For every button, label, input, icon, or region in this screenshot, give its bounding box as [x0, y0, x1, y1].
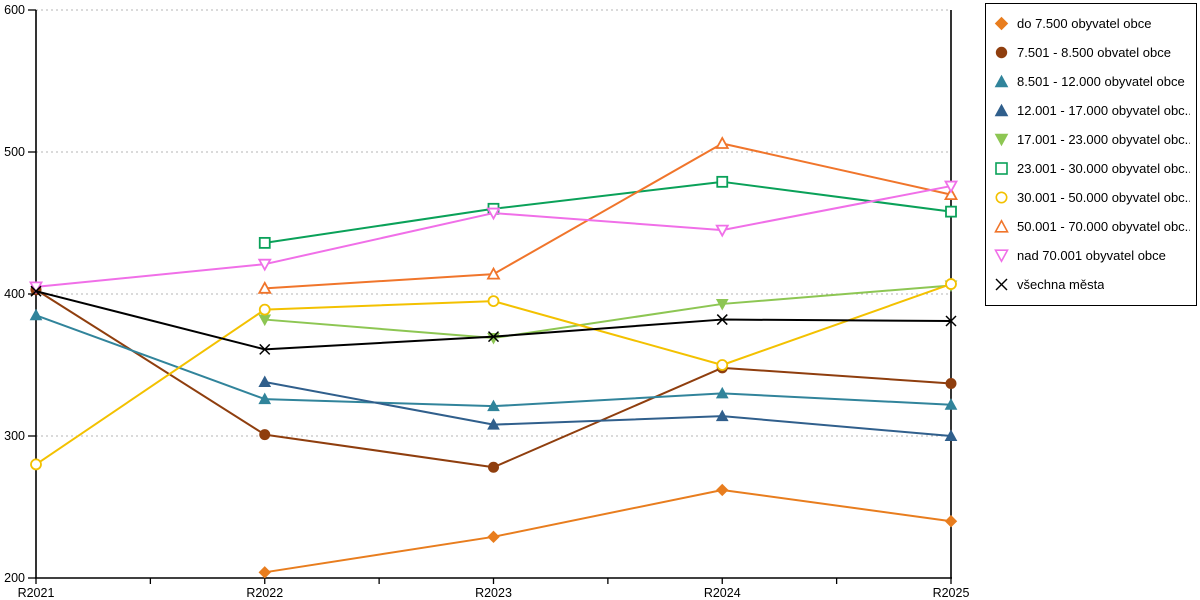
- data-point-30001-50000-R2021: [30, 458, 42, 471]
- data-point-do-7500-R2024: [716, 483, 729, 497]
- series-line-7501-8500: [35, 288, 952, 469]
- data-point-17001-23000-R2024: [715, 298, 729, 311]
- y-tick-label-400: 400: [4, 287, 25, 301]
- legend-item-23001-30000[interactable]: 23.001 - 30.000 obyvatel obc...: [994, 154, 1190, 183]
- do-7500-marker-icon: [994, 16, 1009, 31]
- data-point-do-7500-R2023: [487, 530, 500, 544]
- data-point-do-7500-R2025: [944, 514, 958, 528]
- data-point-8501-12000-R2023: [487, 399, 500, 412]
- data-point-23001-30000-R2022: [258, 236, 271, 249]
- data-point-50001-70000-R2022: [257, 280, 272, 294]
- x-tick-label-R2023: R2023: [475, 586, 512, 600]
- vsechna-mesta-marker-icon: [995, 278, 1008, 291]
- series-line-do-7500: [263, 488, 952, 574]
- data-point-12001-17000-R2022: [258, 375, 272, 388]
- 8501-12000-marker-icon: [994, 74, 1009, 88]
- data-point-vsechna-mesta-R2025: [945, 315, 957, 327]
- series-line-50001-70000: [263, 142, 952, 290]
- data-point-23001-30000-R2024: [716, 175, 729, 188]
- data-point-do-7500-R2022: [258, 566, 271, 579]
- y-tick-label-300: 300: [4, 429, 25, 443]
- 12001-17000-marker-icon: [994, 103, 1009, 117]
- legend-item-label: 7.501 - 8.500 obvatel obce: [1017, 45, 1171, 60]
- legend-item-label: 30.001 - 50.000 obyvatel obc...: [1017, 190, 1190, 205]
- 17001-23000-marker-icon: [994, 133, 1009, 147]
- data-point-nad-70001-R2023: [486, 207, 501, 221]
- data-point-8501-12000-R2025: [944, 398, 958, 410]
- data-point-12001-17000-R2025: [944, 429, 958, 441]
- 23001-30000-marker-icon: [995, 162, 1008, 175]
- data-point-7501-8500-R2022: [259, 429, 271, 441]
- data-point-30001-50000-R2025: [945, 278, 957, 290]
- legend-item-label: do 7.500 obyvatel obce: [1017, 16, 1152, 31]
- legend-item-do-7500[interactable]: do 7.500 obyvatel obce: [994, 9, 1190, 38]
- data-point-12001-17000-R2023: [487, 418, 500, 430]
- series-line-12001-17000: [263, 381, 952, 437]
- nad-70001-marker-icon: [994, 249, 1009, 263]
- x-tick-label-R2022: R2022: [246, 586, 283, 600]
- data-point-7501-8500-R2025: [945, 377, 957, 389]
- data-point-vsechna-mesta-R2024: [716, 314, 728, 326]
- legend-item-label: 8.501 - 12.000 obyvatel obce: [1017, 74, 1185, 89]
- legend-item-8501-12000[interactable]: 8.501 - 12.000 obyvatel obce: [994, 67, 1190, 96]
- data-point-vsechna-mesta-R2021: [30, 285, 42, 297]
- series-line-8501-12000: [35, 314, 952, 408]
- data-point-50001-70000-R2025: [943, 187, 959, 201]
- data-point-30001-50000-R2023: [487, 295, 500, 308]
- legend-item-vsechna-mesta[interactable]: všechna města: [994, 270, 1190, 299]
- legend-item-nad-70001[interactable]: nad 70.001 obyvatel obce: [994, 241, 1190, 270]
- data-point-50001-70000-R2024: [715, 136, 730, 149]
- data-point-12001-17000-R2024: [715, 409, 729, 422]
- x-tick-label-R2025: R2025: [933, 586, 970, 600]
- data-point-8501-12000-R2021: [29, 308, 43, 321]
- legend-item-30001-50000[interactable]: 30.001 - 50.000 obyvatel obc...: [994, 183, 1190, 212]
- 7501-8500-marker-icon: [995, 46, 1008, 59]
- legend-item-label: 50.001 - 70.000 obyvatel obc...: [1017, 219, 1190, 234]
- data-point-50001-70000-R2023: [486, 266, 501, 280]
- data-point-nad-70001-R2024: [715, 224, 730, 238]
- legend-item-50001-70000[interactable]: 50.001 - 70.000 obyvatel obc...: [994, 212, 1190, 241]
- 30001-50000-marker-icon: [995, 191, 1008, 204]
- data-point-30001-50000-R2022: [258, 303, 271, 316]
- y-tick-label-200: 200: [4, 571, 25, 585]
- legend-item-label: 23.001 - 30.000 obyvatel obc...: [1017, 161, 1190, 176]
- series-line-17001-23000: [263, 284, 952, 340]
- y-tick-label-600: 600: [4, 3, 25, 17]
- legend-item-label: 12.001 - 17.000 obyvatel obc...: [1017, 103, 1190, 118]
- data-point-nad-70001-R2022: [257, 258, 272, 272]
- data-point-30001-50000-R2024: [716, 359, 729, 371]
- legend-item-7501-8500[interactable]: 7.501 - 8.500 obvatel obce: [994, 38, 1190, 67]
- data-point-vsechna-mesta-R2023: [487, 331, 500, 343]
- 50001-70000-marker-icon: [994, 219, 1009, 233]
- legend-item-12001-17000[interactable]: 12.001 - 17.000 obyvatel obc...: [994, 96, 1190, 125]
- data-point-vsechna-mesta-R2022: [259, 343, 271, 355]
- y-tick-label-500: 500: [4, 145, 25, 159]
- legend-item-label: 17.001 - 23.000 obyvatel obc...: [1017, 132, 1190, 147]
- legend: do 7.500 obyvatel obce 7.501 - 8.500 obva…: [985, 3, 1197, 306]
- x-tick-label-R2024: R2024: [704, 586, 741, 600]
- data-point-8501-12000-R2022: [258, 392, 272, 405]
- data-point-nad-70001-R2025: [943, 180, 959, 194]
- x-tick-label-R2021: R2021: [18, 586, 55, 600]
- legend-item-label: všechna města: [1017, 277, 1105, 292]
- data-point-7501-8500-R2023: [488, 461, 499, 473]
- series-line-23001-30000: [263, 180, 952, 244]
- data-point-8501-12000-R2024: [715, 386, 729, 399]
- legend-item-label: nad 70.001 obyvatel obce: [1017, 248, 1166, 263]
- legend-item-17001-23000[interactable]: 17.001 - 23.000 obyvatel obc...: [994, 125, 1190, 154]
- data-point-23001-30000-R2025: [945, 205, 957, 218]
